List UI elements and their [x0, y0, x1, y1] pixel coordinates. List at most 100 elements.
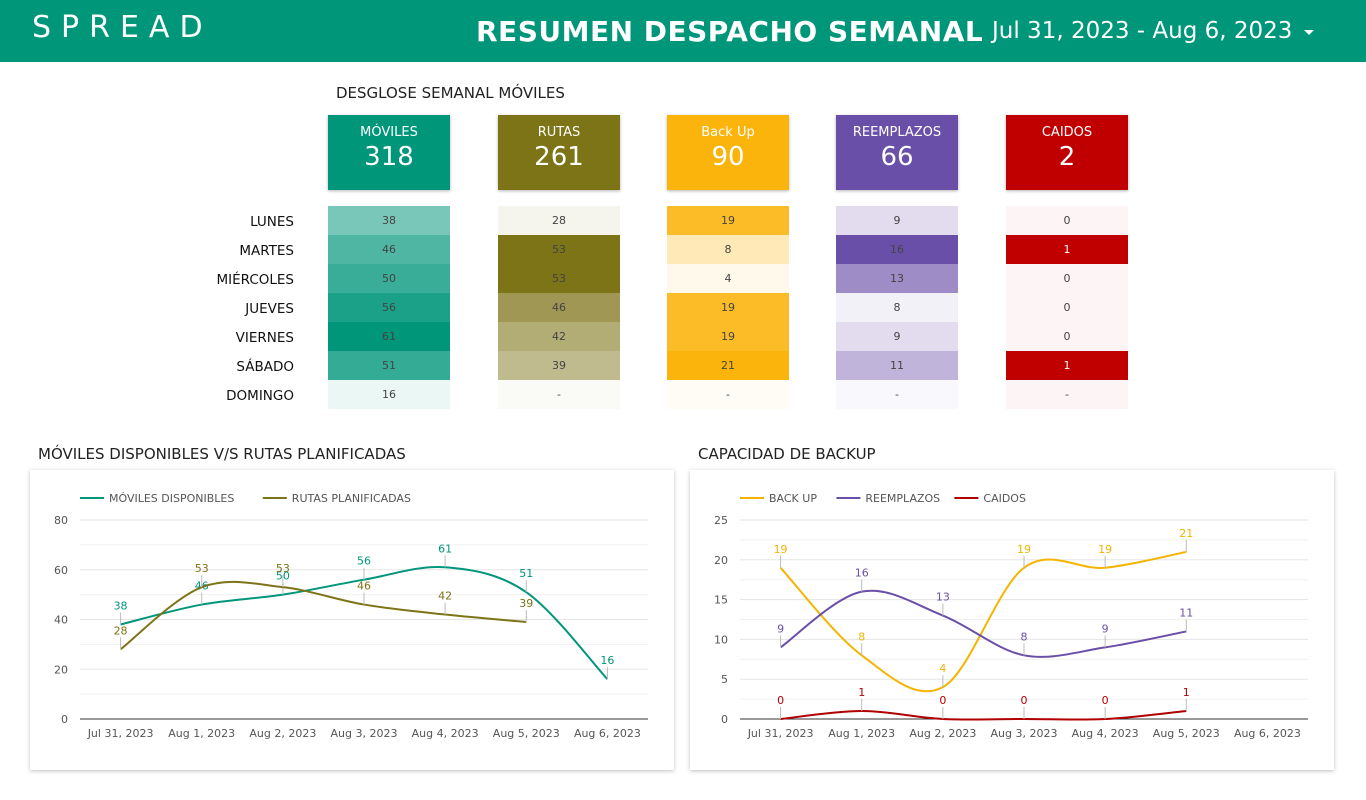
legend-item[interactable]: BACK UP: [740, 492, 817, 505]
y-tick-label: 10: [714, 633, 728, 646]
data-label: 53: [195, 562, 209, 575]
breakdown-cell: 19: [667, 206, 789, 235]
series-line: [119, 580, 527, 651]
chart2-card: BACK UP REEMPLAZOS CAIDOS 0 5 10 15 20 25 Jul 31,…: [690, 470, 1334, 770]
breakdown-cell: 56: [328, 293, 450, 322]
breakdown-cell: -: [498, 380, 620, 409]
x-tick-label: Aug 5, 2023: [493, 727, 560, 740]
series-line: [780, 710, 1187, 721]
kpi-value: 90: [711, 142, 745, 172]
breakdown-cell: 19: [667, 293, 789, 322]
kpi-value: 318: [364, 142, 414, 172]
y-tick-label: 60: [54, 564, 68, 577]
kpi-label: REEMPLAZOS: [852, 125, 942, 140]
day-label: JUEVES: [245, 301, 294, 317]
chart1-title: MÓVILES DISPONIBLES V/S RUTAS PLANIFICAD…: [38, 445, 406, 463]
kpi-value: 261: [534, 142, 584, 172]
x-tick-label: Aug 6, 2023: [1234, 727, 1301, 740]
kpi-card: REEMPLAZOS 66: [836, 115, 958, 190]
breakdown-cell: 50: [328, 264, 450, 293]
x-tick-label: Aug 3, 2023: [331, 727, 398, 740]
x-tick-label: Jul 31, 2023: [747, 727, 814, 740]
breakdown-cell: -: [836, 380, 958, 409]
data-label: 13: [936, 591, 950, 604]
x-tick-label: Jul 31, 2023: [87, 727, 154, 740]
data-label: 0: [939, 694, 946, 707]
data-label: 16: [855, 567, 869, 580]
data-label: 56: [357, 555, 371, 568]
data-label: 0: [777, 694, 784, 707]
legend-label: RUTAS PLANIFICADAS: [292, 492, 411, 505]
breakdown-cell: 13: [836, 264, 958, 293]
data-label: 1: [858, 686, 865, 699]
date-range-label: Jul 31, 2023 - Aug 6, 2023: [992, 18, 1293, 44]
data-label: 19: [1017, 543, 1031, 556]
breakdown-cell: 51: [328, 351, 450, 380]
x-tick-label: Aug 5, 2023: [1153, 727, 1220, 740]
data-label: 9: [777, 622, 784, 635]
data-label: 38: [114, 599, 128, 612]
day-label: LUNES: [250, 214, 294, 230]
x-tick-label: Aug 4, 2023: [1072, 727, 1139, 740]
breakdown-cell: 0: [1006, 293, 1128, 322]
date-range-picker[interactable]: Jul 31, 2023 - Aug 6, 2023: [992, 18, 1332, 48]
kpi-label: RUTAS: [537, 125, 581, 140]
day-label: MARTES: [239, 243, 294, 259]
chevron-down-icon: [1304, 30, 1314, 35]
kpi-card: MÓVILES 318: [328, 115, 450, 190]
x-tick-label: Aug 4, 2023: [412, 727, 479, 740]
breakdown-cell: 16: [328, 380, 450, 409]
kpi-card: RUTAS 261: [498, 115, 620, 190]
breakdown-cell: 4: [667, 264, 789, 293]
legend-item[interactable]: MÓVILES DISPONIBLES: [80, 492, 234, 505]
breakdown-title: DESGLOSE SEMANAL MÓVILES: [336, 84, 565, 102]
day-label: SÁBADO: [236, 359, 294, 375]
breakdown-cell: 19: [667, 322, 789, 351]
breakdown-cell: -: [667, 380, 789, 409]
day-label: VIERNES: [235, 330, 294, 346]
breakdown-cell: 39: [498, 351, 620, 380]
kpi-label: CAIDOS: [1041, 125, 1093, 140]
day-label: MIÉRCOLES: [216, 272, 294, 288]
legend-item[interactable]: CAIDOS: [954, 492, 1026, 505]
kpi-label: MÓVILES: [360, 125, 418, 140]
kpi-card: CAIDOS 2: [1006, 115, 1128, 190]
legend-label: CAIDOS: [983, 492, 1026, 505]
y-tick-label: 25: [714, 514, 728, 527]
breakdown-cell: 46: [328, 235, 450, 264]
breakdown-cell: 61: [328, 322, 450, 351]
x-tick-label: Aug 3, 2023: [991, 727, 1058, 740]
x-tick-label: Aug 6, 2023: [574, 727, 641, 740]
data-label: 11: [1179, 606, 1193, 619]
y-tick-label: 15: [714, 594, 728, 607]
breakdown-cell: 46: [498, 293, 620, 322]
breakdown-cell: 8: [667, 235, 789, 264]
y-tick-label: 80: [54, 514, 68, 527]
data-label: 8: [1021, 630, 1028, 643]
breakdown-cell: 0: [1006, 264, 1128, 293]
breakdown-cell: 8: [836, 293, 958, 322]
legend-item[interactable]: REEMPLAZOS: [836, 492, 940, 505]
data-label: 39: [519, 597, 533, 610]
data-label: 0: [1021, 694, 1028, 707]
day-label: DOMINGO: [226, 388, 294, 404]
legend-label: MÓVILES DISPONIBLES: [109, 492, 234, 505]
breakdown-cell: 0: [1006, 206, 1128, 235]
data-label: 0: [1102, 694, 1109, 707]
data-label: 19: [774, 543, 788, 556]
y-tick-label: 20: [714, 554, 728, 567]
data-label: 46: [357, 580, 371, 593]
legend-item[interactable]: RUTAS PLANIFICADAS: [262, 492, 411, 505]
data-label: 51: [519, 567, 533, 580]
y-tick-label: 0: [61, 713, 68, 726]
breakdown-cell: 42: [498, 322, 620, 351]
data-label: 8: [858, 630, 865, 643]
data-label: 16: [600, 654, 614, 667]
chart2-title: CAPACIDAD DE BACKUP: [698, 445, 876, 463]
breakdown-cell: -: [1006, 380, 1128, 409]
data-label: 42: [438, 590, 452, 603]
data-label: 9: [1102, 622, 1109, 635]
y-tick-label: 40: [54, 614, 68, 627]
data-label: 4: [939, 662, 946, 675]
